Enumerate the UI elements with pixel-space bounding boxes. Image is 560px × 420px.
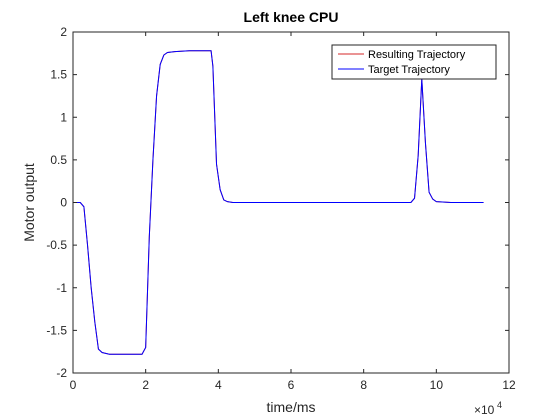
y-tick-label: 0.5	[50, 153, 67, 167]
x-tick-label: 10	[430, 378, 444, 392]
legend-label: Resulting Trajectory	[368, 49, 466, 61]
y-axis-label: Motor output	[21, 163, 37, 242]
series-line-2	[73, 50, 484, 355]
legend-label: Target Trajectory	[368, 64, 450, 76]
legend-box	[331, 44, 497, 80]
x-axis-exponent: ×10 4	[474, 400, 502, 417]
x-tick-label: 8	[360, 378, 367, 392]
y-tick-label: 1	[60, 110, 67, 124]
y-tick-label: 2	[60, 25, 67, 39]
x-tick-label: 0	[70, 378, 77, 392]
y-tick-label: 1.5	[50, 68, 67, 82]
x-axis-label: time/ms	[267, 399, 316, 415]
y-tick-label: -2	[56, 366, 67, 380]
chart-title: Left knee CPU	[244, 9, 339, 25]
series-layer	[73, 50, 484, 355]
x-exponent-base: ×10	[474, 403, 495, 417]
x-tick-label: 2	[142, 378, 149, 392]
y-tick-label: -1	[56, 281, 67, 295]
y-tick-label: 0	[60, 196, 67, 210]
x-tick-label: 6	[288, 378, 295, 392]
y-tick-label: -0.5	[46, 238, 67, 252]
y-axis-ticks: 2 1.5 1 0.5 0 -0.5 -1 -1.5 -2	[46, 25, 509, 380]
x-tick-label: 12	[502, 378, 516, 392]
x-exponent-power: 4	[497, 400, 502, 410]
y-tick-label: -1.5	[46, 323, 67, 337]
legend: Resulting Trajectory Target Trajectory	[331, 44, 497, 80]
x-tick-label: 4	[215, 378, 222, 392]
x-axis-ticks: 0 2 4 6 8 10 12	[70, 32, 516, 392]
